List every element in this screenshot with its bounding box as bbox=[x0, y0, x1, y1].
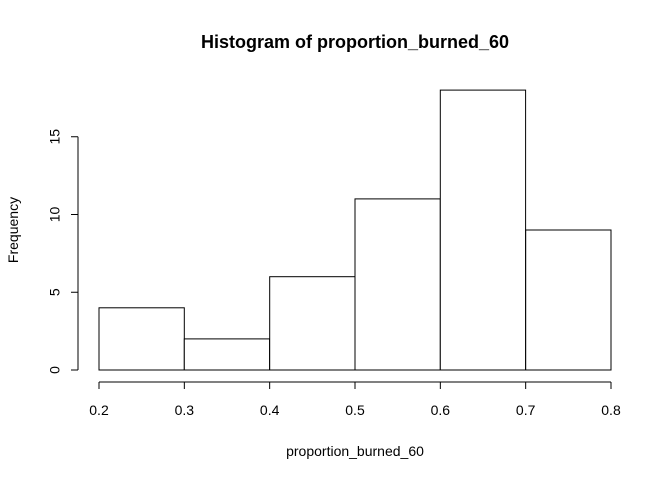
histogram-bar bbox=[525, 229, 612, 371]
x-tick-label: 0.3 bbox=[175, 402, 195, 418]
x-tick-label: 0.2 bbox=[89, 402, 109, 418]
x-tick-label: 0.8 bbox=[601, 402, 621, 418]
x-tick-label: 0.6 bbox=[431, 402, 451, 418]
y-tick-label: 0 bbox=[47, 366, 63, 374]
x-tick-label: 0.5 bbox=[345, 402, 365, 418]
chart-title: Histogram of proportion_burned_60 bbox=[201, 32, 509, 52]
y-tick-label: 10 bbox=[47, 207, 63, 223]
bars-group bbox=[98, 89, 612, 371]
x-tick-label: 0.7 bbox=[516, 402, 536, 418]
histogram-bar bbox=[98, 307, 185, 371]
x-tick-label: 0.4 bbox=[260, 402, 280, 418]
histogram-bar bbox=[269, 276, 356, 371]
y-tick-label: 15 bbox=[47, 129, 63, 145]
y-axis: 0 5 10 15 bbox=[47, 129, 79, 374]
histogram-bar bbox=[439, 89, 527, 371]
y-axis-label: Frequency bbox=[5, 197, 21, 263]
x-axis-label: proportion_burned_60 bbox=[286, 443, 424, 459]
histogram-bar bbox=[354, 198, 441, 371]
x-axis: 0.2 0.3 0.4 0.5 0.6 0.7 0.8 bbox=[89, 381, 621, 418]
histogram-bar bbox=[183, 338, 271, 371]
y-tick-label: 5 bbox=[47, 288, 63, 296]
